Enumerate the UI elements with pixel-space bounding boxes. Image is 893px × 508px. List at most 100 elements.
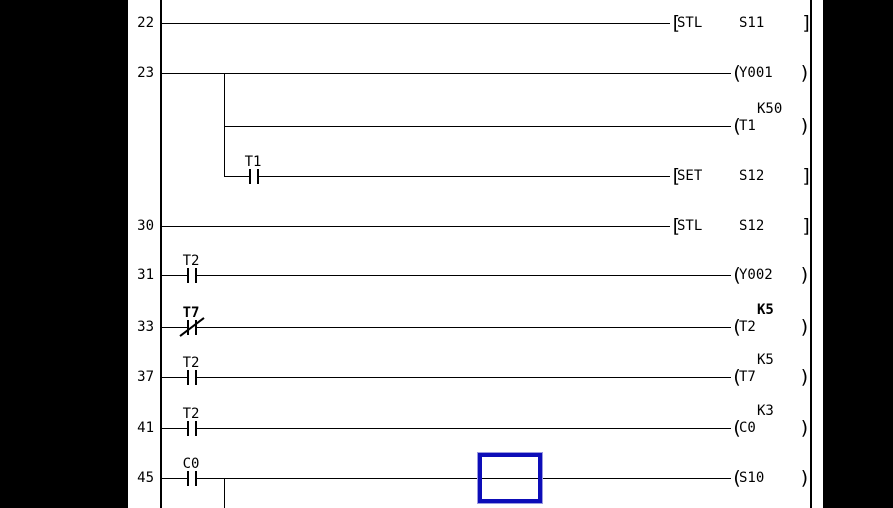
rung-line [224,126,731,127]
step-number: 22 [137,15,154,31]
coil-device: T1 [739,118,756,134]
open-paren: ( [731,62,743,84]
rung-line [162,327,187,328]
rung-line [162,428,187,429]
rung-line [197,275,731,276]
constant-label: K5 [757,352,774,368]
step-number: 41 [137,420,154,436]
close-bracket: ] [801,12,813,34]
step-number: 31 [137,267,154,283]
rung-line [162,377,187,378]
rung-line [162,275,187,276]
coil-device: C0 [739,420,756,436]
instruction-operand: S11 [739,15,765,31]
rung-line [197,327,731,328]
contact-bar [257,169,259,184]
contact-label: T7 [182,305,200,321]
edit-cursor[interactable] [477,452,543,504]
contact-bar [195,421,197,436]
instruction-operand: S12 [739,168,765,184]
rung-line [162,478,187,479]
coil-device: Y002 [739,267,773,283]
contact-t2[interactable] [186,421,197,436]
coil-t7[interactable]: ( T7 ) [731,367,811,387]
close-paren: ) [799,467,811,489]
coil-y002[interactable]: ( Y002 ) [731,265,811,285]
ladder-workspace[interactable] [128,0,823,508]
close-paren: ) [799,264,811,286]
instruction-set-s12[interactable]: [ SET S12 ] [670,165,813,187]
contact-label: C0 [182,456,200,472]
close-paren: ) [799,316,811,338]
left-power-rail [160,0,162,508]
branch-line [224,478,225,508]
contact-bar [195,471,197,486]
open-paren: ( [731,417,743,439]
contact-label: T2 [182,355,200,371]
contact-t2[interactable] [186,370,197,385]
contact-bar [187,421,189,436]
contact-t7-nc[interactable] [179,317,205,337]
rung-line [162,73,731,74]
step-number: 23 [137,65,154,81]
contact-t1[interactable] [248,169,259,184]
contact-bar [249,169,251,184]
open-bracket: [ [670,165,682,187]
step-number: 45 [137,470,154,486]
contact-bar [187,370,189,385]
coil-y001[interactable]: ( Y001 ) [731,63,811,83]
rung-line [162,23,670,24]
open-paren: ( [731,366,743,388]
constant-label: K3 [757,403,774,419]
branch-line [224,73,225,177]
open-paren: ( [731,316,743,338]
close-bracket: ] [801,215,813,237]
contact-bar [195,320,197,335]
rung-line [162,226,670,227]
rung-line [197,478,731,479]
contact-t2[interactable] [186,268,197,283]
contact-bar [187,268,189,283]
rung-line [224,176,249,177]
coil-t1[interactable]: ( T1 ) [731,116,811,136]
close-paren: ) [799,366,811,388]
instruction-stl-s12[interactable]: [ STL S12 ] [670,215,813,237]
instruction-op: STL [677,218,703,234]
coil-t2[interactable]: ( T2 ) [731,317,811,337]
coil-s10[interactable]: ( S10 ) [731,468,811,488]
instruction-op: STL [677,15,703,31]
rung-line [197,428,731,429]
open-bracket: [ [670,12,682,34]
open-paren: ( [731,264,743,286]
coil-device: Y001 [739,65,773,81]
step-number: 30 [137,218,154,234]
close-paren: ) [799,62,811,84]
rung-line [259,176,670,177]
open-paren: ( [731,115,743,137]
coil-device: T7 [739,369,756,385]
step-number: 37 [137,369,154,385]
instruction-stl-s11[interactable]: [ STL S11 ] [670,12,813,34]
close-bracket: ] [801,165,813,187]
coil-c0[interactable]: ( C0 ) [731,418,811,438]
coil-device: S10 [739,470,765,486]
contact-label: T2 [182,253,200,269]
contact-label: T1 [244,154,262,170]
close-paren: ) [799,115,811,137]
rung-line [197,377,731,378]
close-paren: ) [799,417,811,439]
instruction-op: SET [677,168,703,184]
contact-bar [195,370,197,385]
constant-label: K5 [757,302,774,318]
step-number: 33 [137,319,154,335]
right-power-rail [810,0,812,508]
contact-c0[interactable] [186,471,197,486]
open-bracket: [ [670,215,682,237]
contact-label: T2 [182,406,200,422]
contact-bar [195,268,197,283]
open-paren: ( [731,467,743,489]
constant-label: K50 [757,101,783,117]
contact-bar [187,471,189,486]
instruction-operand: S12 [739,218,765,234]
